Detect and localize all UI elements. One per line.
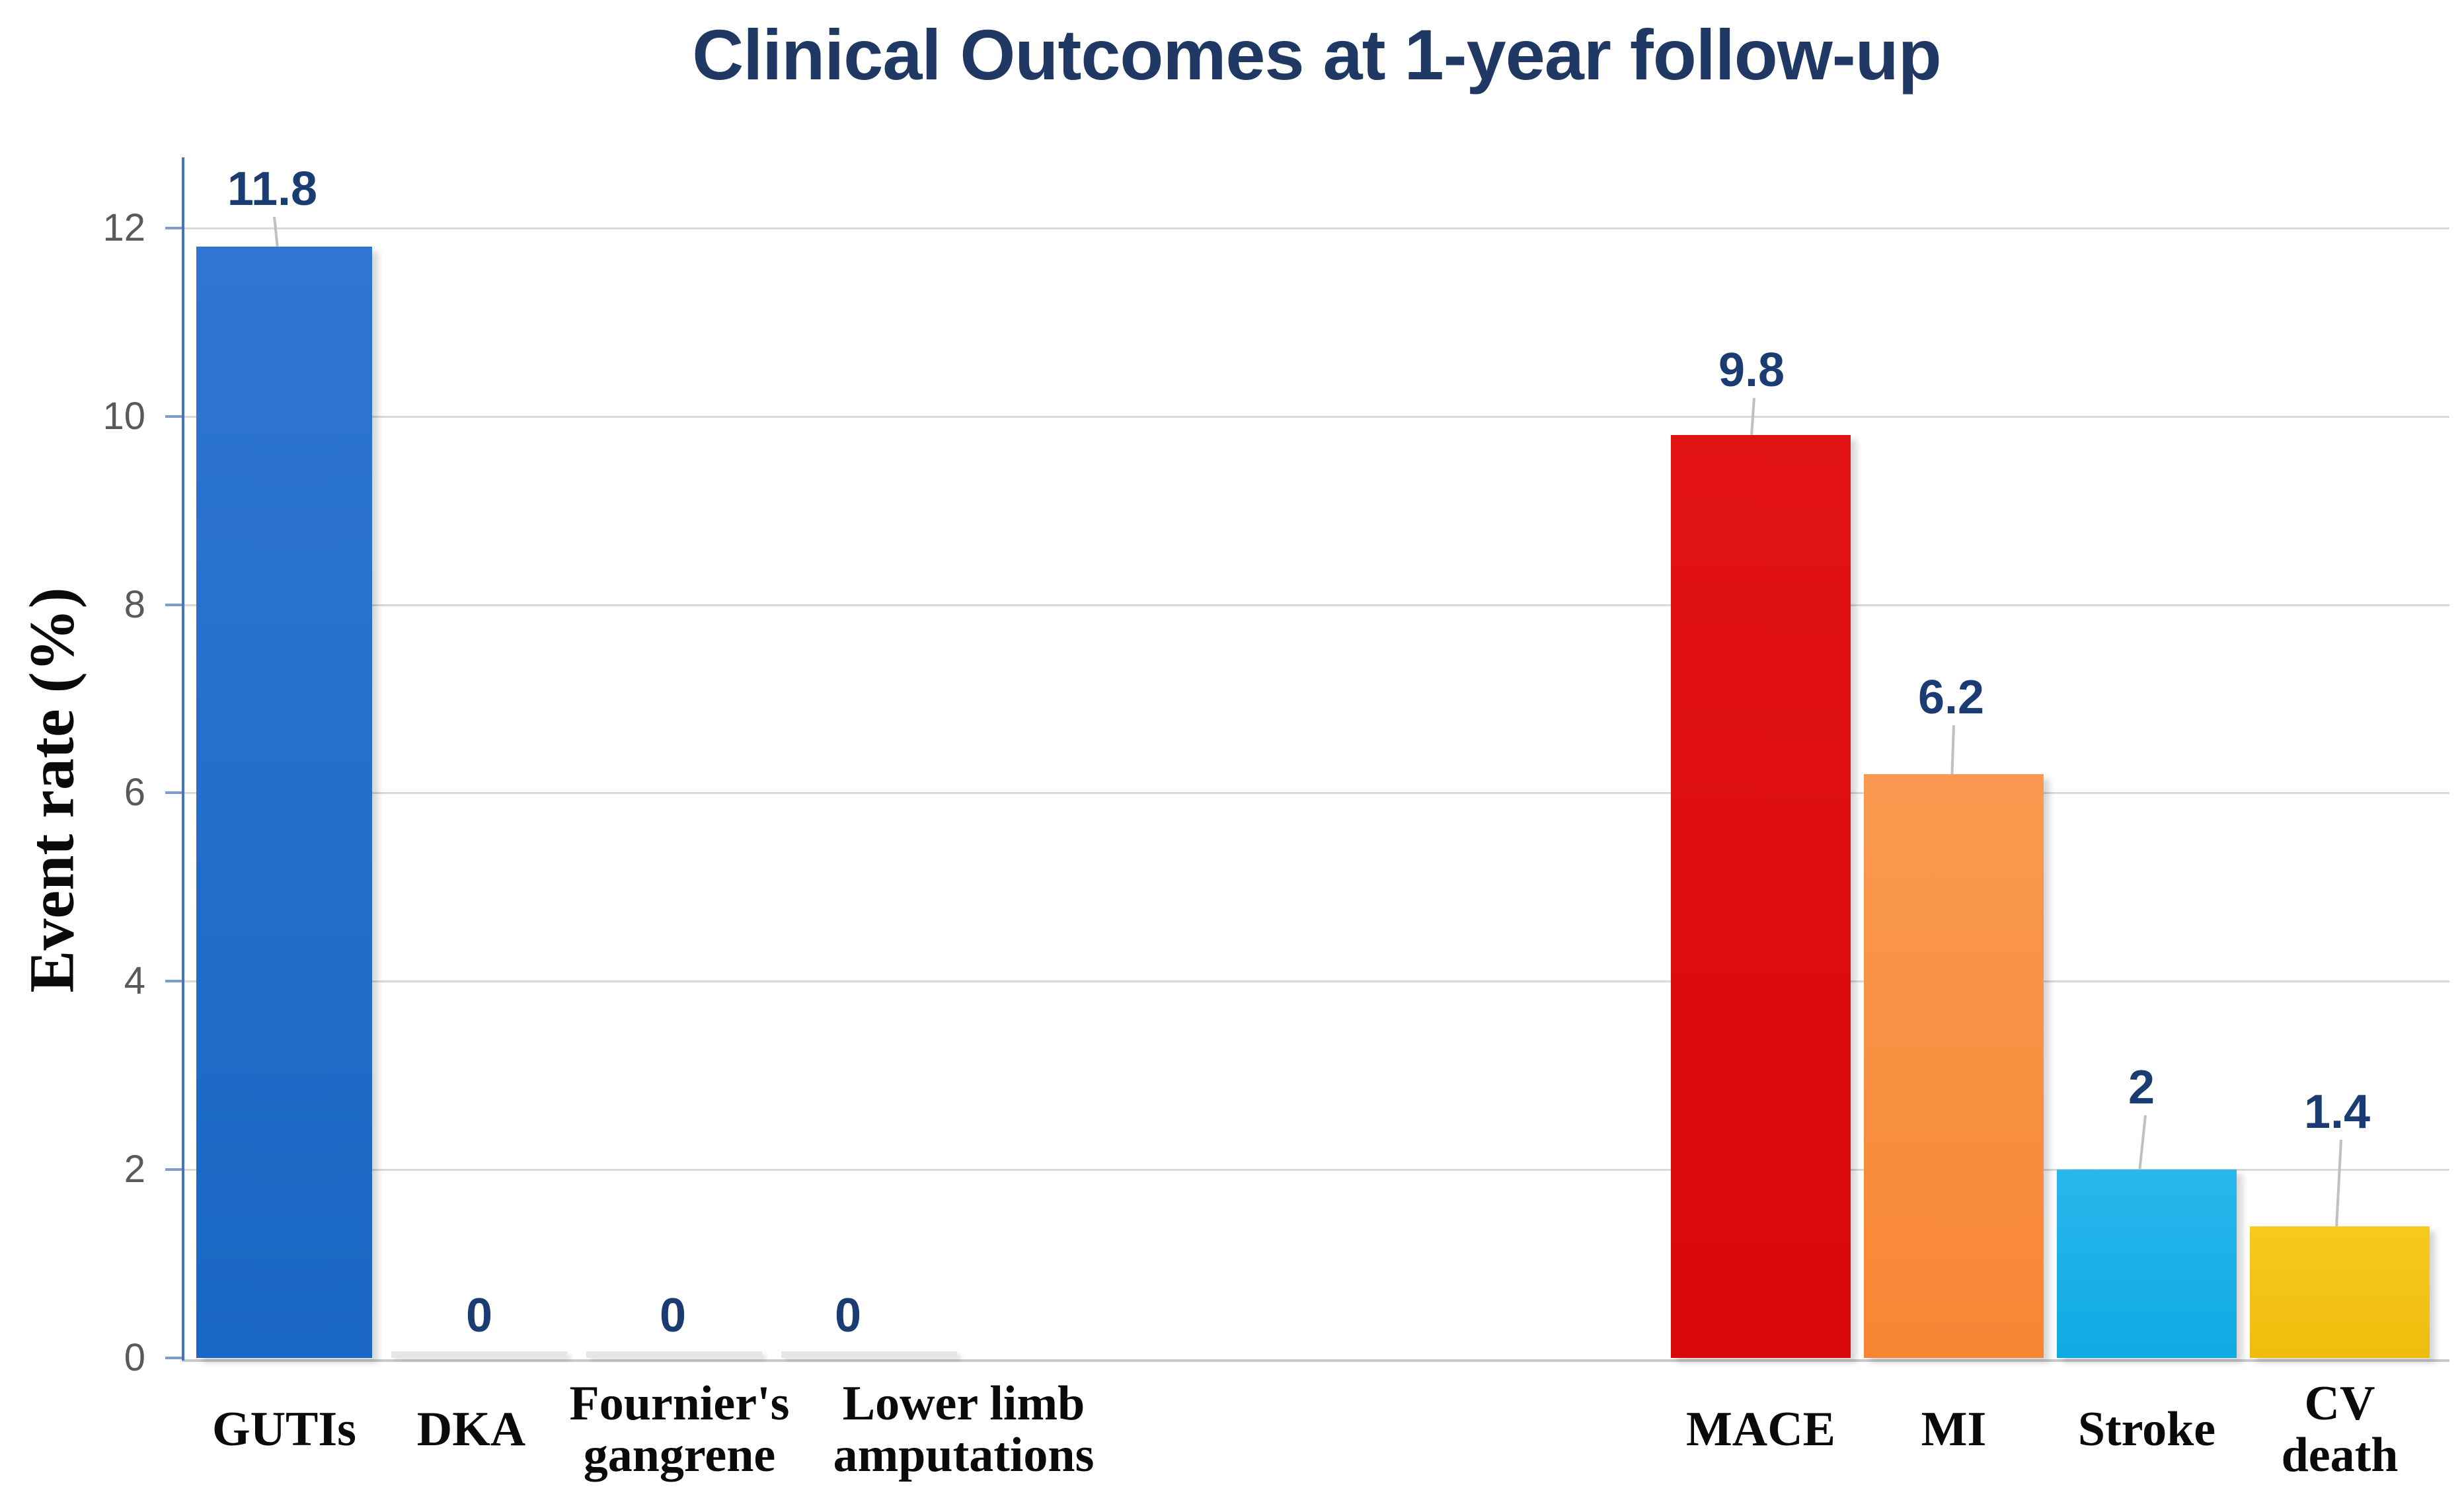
y-tick-mark-6 (165, 791, 184, 795)
data-label-lower-limb-amputations: 0 (834, 1289, 862, 1342)
gridline-12 (184, 227, 2449, 229)
data-label-cv-death: 1.4 (2303, 1086, 2371, 1138)
category-label-dka: DKA (416, 1402, 526, 1456)
y-tick-mark-10 (165, 415, 184, 418)
bar-gutis (196, 247, 372, 1358)
y-tick-label-0: 0 (124, 1336, 145, 1379)
category-label-gutis: GUTIs (212, 1402, 356, 1456)
y-tick-label-12: 12 (102, 206, 145, 249)
leader-line-stroke (2138, 1115, 2147, 1170)
zero-bar-lower-limb-amputations (781, 1351, 957, 1358)
y-tick-mark-2 (165, 1168, 184, 1172)
bar-cv-death (2250, 1226, 2430, 1358)
x-axis-line (182, 1359, 2449, 1362)
data-label-gutis: 11.8 (227, 163, 318, 216)
zero-bar-dka (391, 1351, 567, 1358)
bar-mace (1671, 435, 1851, 1358)
gridline-2 (184, 1169, 2449, 1172)
gridline-10 (184, 415, 2449, 418)
y-tick-mark-8 (165, 603, 184, 606)
gridline-4 (184, 980, 2449, 983)
leader-line-mi (1950, 725, 1955, 775)
y-tick-mark-12 (165, 226, 184, 229)
y-tick-label-8: 8 (124, 582, 145, 626)
data-label-fournier-s-gangrene: 0 (659, 1289, 687, 1342)
category-label-mi: MI (1921, 1402, 1987, 1456)
bar-stroke (2057, 1170, 2237, 1358)
category-label-cv-death: CV death (2281, 1376, 2399, 1482)
leader-line-cv-death (2335, 1139, 2342, 1226)
bar-mi (1864, 774, 2044, 1358)
category-label-mace: MACE (1685, 1402, 1836, 1456)
y-axis-line (182, 157, 184, 1361)
category-label-lower-limb-amputations: Lower limb amputations (833, 1376, 1095, 1482)
data-label-mi: 6.2 (1917, 671, 1985, 724)
y-tick-label-6: 6 (124, 771, 145, 815)
data-label-stroke: 2 (2128, 1061, 2155, 1114)
category-label-fournier-s-gangrene: Fournier's gangrene (569, 1376, 790, 1482)
data-label-mace: 9.8 (1718, 344, 1785, 397)
y-tick-mark-0 (165, 1357, 184, 1359)
category-label-stroke: Stroke (2077, 1402, 2216, 1456)
gridline-8 (184, 604, 2449, 606)
chart-title: Clinical Outcomes at 1-year follow-up (692, 15, 1941, 95)
leader-line-gutis (273, 216, 279, 247)
y-tick-mark-4 (165, 980, 184, 983)
y-tick-label-2: 2 (124, 1148, 145, 1191)
data-label-dka: 0 (465, 1289, 493, 1342)
zero-bar-fournier-s-gangrene (586, 1351, 762, 1358)
y-tick-label-10: 10 (102, 394, 145, 438)
gridline-6 (184, 792, 2449, 795)
y-tick-label-4: 4 (124, 959, 145, 1003)
